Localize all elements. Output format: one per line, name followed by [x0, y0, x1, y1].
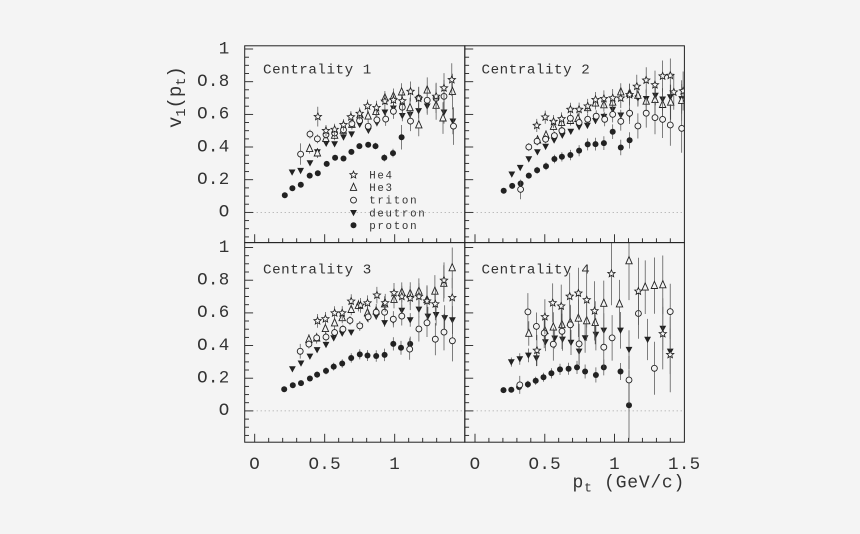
- svg-text:O.2: O.2: [197, 369, 229, 389]
- svg-text:proton: proton: [369, 221, 418, 233]
- svg-text:Centrality 4: Centrality 4: [482, 263, 591, 279]
- svg-text:He4: He4: [369, 171, 394, 183]
- svg-text:1.5: 1.5: [668, 455, 700, 475]
- svg-text:O: O: [470, 455, 481, 475]
- svg-text:O.4: O.4: [197, 137, 229, 157]
- svg-text:deutron: deutron: [369, 208, 426, 220]
- svg-text:triton: triton: [369, 196, 418, 208]
- svg-text:O.5: O.5: [308, 455, 340, 475]
- svg-text:O: O: [219, 401, 230, 421]
- svg-text:1: 1: [609, 455, 620, 475]
- svg-text:Centrality 3: Centrality 3: [263, 263, 372, 279]
- svg-text:pt (GeV/c): pt (GeV/c): [573, 474, 686, 496]
- svg-text:O.8: O.8: [197, 72, 229, 92]
- svg-text:He3: He3: [369, 183, 394, 195]
- svg-text:O: O: [219, 203, 230, 223]
- svg-text:v1(pt): v1(pt): [165, 66, 190, 128]
- svg-text:Centrality 2: Centrality 2: [482, 63, 591, 79]
- svg-text:O.5: O.5: [529, 455, 561, 475]
- svg-text:1: 1: [219, 238, 230, 258]
- svg-text:O.8: O.8: [197, 270, 229, 290]
- svg-text:O: O: [249, 455, 260, 475]
- svg-text:O.6: O.6: [197, 105, 229, 125]
- svg-text:O.6: O.6: [197, 303, 229, 323]
- svg-text:1: 1: [219, 39, 230, 59]
- svg-text:O.2: O.2: [197, 170, 229, 190]
- svg-text:Centrality 1: Centrality 1: [263, 63, 372, 79]
- svg-text:1: 1: [389, 455, 400, 475]
- svg-text:O.4: O.4: [197, 336, 229, 356]
